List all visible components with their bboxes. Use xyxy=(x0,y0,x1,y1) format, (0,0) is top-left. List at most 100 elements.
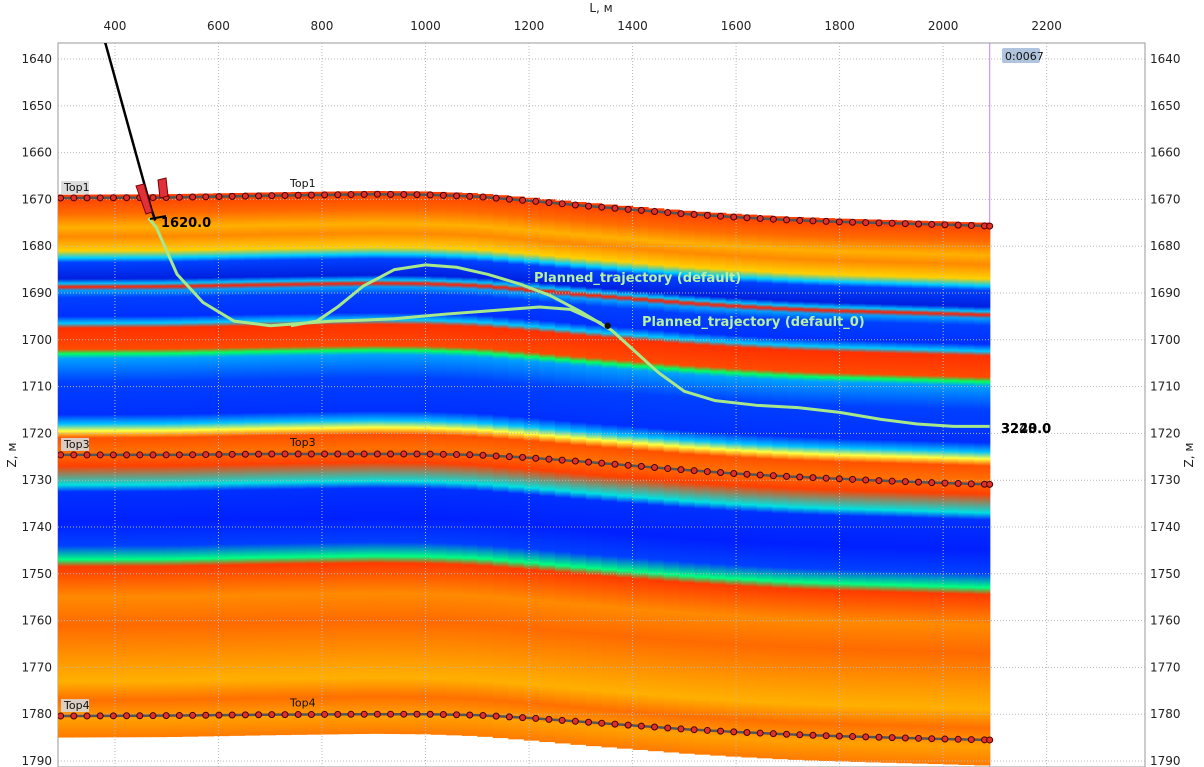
horizon-point[interactable] xyxy=(149,712,157,720)
horizon-point[interactable] xyxy=(466,192,474,200)
horizon-point[interactable] xyxy=(756,471,764,479)
horizon-point[interactable] xyxy=(571,201,579,209)
horizon-point[interactable] xyxy=(479,711,487,719)
horizon-point[interactable] xyxy=(928,735,936,743)
horizon-point[interactable] xyxy=(822,732,830,740)
horizon-point[interactable] xyxy=(175,451,183,459)
horizon-point[interactable] xyxy=(915,734,923,742)
horizon-point[interactable] xyxy=(373,450,381,458)
horizon-point[interactable] xyxy=(558,200,566,208)
horizon-point[interactable] xyxy=(651,207,659,215)
horizon-point[interactable] xyxy=(439,711,447,719)
horizon-point[interactable] xyxy=(862,476,870,484)
horizon-point[interactable] xyxy=(637,206,645,214)
horizon-point[interactable] xyxy=(901,734,909,742)
horizon-point[interactable] xyxy=(558,456,566,464)
horizon-point[interactable] xyxy=(677,725,685,733)
horizon-point[interactable] xyxy=(149,451,157,459)
horizon-point[interactable] xyxy=(241,711,249,719)
horizon-point[interactable] xyxy=(268,711,276,719)
horizon-point[interactable] xyxy=(558,716,566,724)
horizon-point[interactable] xyxy=(387,710,395,718)
horizon-point[interactable] xyxy=(822,217,830,225)
horizon-point[interactable] xyxy=(809,217,817,225)
horizon-point[interactable] xyxy=(730,728,738,736)
horizon-point[interactable] xyxy=(677,210,685,218)
horizon-point[interactable] xyxy=(783,472,791,480)
horizon-point[interactable] xyxy=(822,474,830,482)
horizon-point[interactable] xyxy=(400,450,408,458)
horizon-point[interactable] xyxy=(835,732,843,740)
horizon-point[interactable] xyxy=(255,192,263,200)
horizon-point[interactable] xyxy=(347,710,355,718)
horizon-point[interactable] xyxy=(70,712,78,720)
horizon-point[interactable] xyxy=(58,451,65,459)
horizon-point[interactable] xyxy=(268,450,276,458)
horizon-point[interactable] xyxy=(373,190,381,198)
horizon-point[interactable] xyxy=(651,463,659,471)
trajectory-line[interactable] xyxy=(290,263,990,428)
horizon-point[interactable] xyxy=(677,466,685,474)
horizon-point[interactable] xyxy=(875,219,883,227)
horizon-point[interactable] xyxy=(571,717,579,725)
horizon-point[interactable] xyxy=(505,195,513,203)
horizon-point[interactable] xyxy=(835,218,843,226)
horizon-point[interactable] xyxy=(307,191,315,199)
horizon-point[interactable] xyxy=(717,469,725,477)
horizon-point[interactable] xyxy=(928,479,936,487)
horizon-point[interactable] xyxy=(202,711,210,719)
horizon-point[interactable] xyxy=(532,714,540,722)
horizon-point[interactable] xyxy=(954,479,962,487)
horizon-point[interactable] xyxy=(849,733,857,741)
horizon-point[interactable] xyxy=(400,710,408,718)
horizon-point[interactable] xyxy=(809,474,817,482)
horizon-point[interactable] xyxy=(717,212,725,220)
horizon-point[interactable] xyxy=(598,719,606,727)
well-marker[interactable] xyxy=(135,183,153,215)
horizon-point[interactable] xyxy=(624,461,632,469)
horizon-point[interactable] xyxy=(492,194,500,202)
horizon-point[interactable] xyxy=(651,723,659,731)
horizon-point[interactable] xyxy=(730,469,738,477)
horizon-point[interactable] xyxy=(294,711,302,719)
horizon-point[interactable] xyxy=(426,450,434,458)
horizon-point[interactable] xyxy=(690,726,698,734)
horizon-point[interactable] xyxy=(611,460,619,468)
horizon-point[interactable] xyxy=(743,470,751,478)
horizon-point[interactable] xyxy=(585,458,593,466)
horizon-point[interactable] xyxy=(585,718,593,726)
horizon-point[interactable] xyxy=(268,192,276,200)
horizon-point[interactable] xyxy=(347,450,355,458)
horizon-point[interactable] xyxy=(967,480,975,488)
horizon-point[interactable] xyxy=(453,192,461,200)
horizon-point[interactable] xyxy=(241,192,249,200)
horizon-point[interactable] xyxy=(783,730,791,738)
horizon-point[interactable] xyxy=(334,710,342,718)
horizon-point[interactable] xyxy=(83,451,91,459)
horizon-point[interactable] xyxy=(796,731,804,739)
horizon-point[interactable] xyxy=(986,222,994,230)
horizon-point[interactable] xyxy=(730,213,738,221)
horizon-point[interactable] xyxy=(505,453,513,461)
horizon-point[interactable] xyxy=(519,453,527,461)
horizon-point[interactable] xyxy=(281,450,289,458)
horizon-point[interactable] xyxy=(70,451,78,459)
horizon-point[interactable] xyxy=(809,731,817,739)
horizon-point[interactable] xyxy=(690,211,698,219)
horizon-point[interactable] xyxy=(545,715,553,723)
horizon-point[interactable] xyxy=(690,467,698,475)
horizon-point[interactable] xyxy=(888,734,896,742)
horizon-point[interactable] xyxy=(986,480,994,488)
horizon-point[interactable] xyxy=(756,729,764,737)
horizon-point[interactable] xyxy=(189,193,197,201)
horizon-point[interactable] xyxy=(479,451,487,459)
horizon-point[interactable] xyxy=(796,473,804,481)
trajectory-line[interactable] xyxy=(147,217,603,328)
horizon-point[interactable] xyxy=(875,477,883,485)
horizon-point[interactable] xyxy=(215,450,223,458)
horizon-point[interactable] xyxy=(70,194,78,202)
horizon-point[interactable] xyxy=(703,468,711,476)
horizon-point[interactable] xyxy=(439,450,447,458)
horizon-point[interactable] xyxy=(136,712,144,720)
horizon-point[interactable] xyxy=(611,204,619,212)
